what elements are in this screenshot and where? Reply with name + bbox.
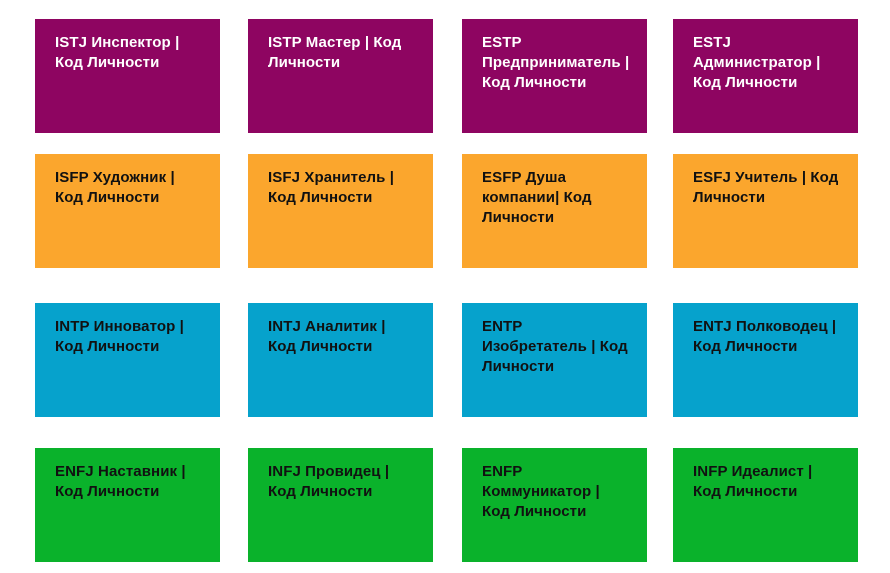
type-card-enfp[interactable]: ENFP Коммуникатор | Код Личности [462, 448, 647, 562]
type-card-label: ISTJ Инспектор | Код Личности [55, 34, 180, 71]
type-card-label: ENFP Коммуникатор | Код Личности [482, 463, 600, 520]
type-card-label: ESTP Предприниматель | Код Личности [482, 34, 630, 91]
type-card-estj[interactable]: ESTJ Администратор | Код Личности [673, 19, 858, 133]
type-card-label: ENFJ Наставник | Код Личности [55, 463, 186, 500]
type-card-label: INFP Идеалист | Код Личности [693, 463, 813, 500]
type-card-istp[interactable]: ISTP Мастер | Код Личности [248, 19, 433, 133]
type-card-intp[interactable]: INTP Инноватор | Код Личности [35, 303, 220, 417]
type-card-isfp[interactable]: ISFP Художник | Код Личности [35, 154, 220, 268]
type-card-label: INTJ Аналитик | Код Личности [268, 318, 386, 355]
type-card-label: ISTP Мастер | Код Личности [268, 34, 402, 71]
type-card-label: ESFJ Учитель | Код Личности [693, 169, 839, 206]
type-card-entj[interactable]: ENTJ Полководец | Код Личности [673, 303, 858, 417]
type-card-label: ENTJ Полководец | Код Личности [693, 318, 837, 355]
type-card-estp[interactable]: ESTP Предприниматель | Код Личности [462, 19, 647, 133]
type-card-label: INFJ Провидец | Код Личности [268, 463, 390, 500]
type-card-istj[interactable]: ISTJ Инспектор | Код Личности [35, 19, 220, 133]
type-card-entp[interactable]: ENTP Изобретатель | Код Личности [462, 303, 647, 417]
type-card-label: INTP Инноватор | Код Личности [55, 318, 184, 355]
type-card-esfp[interactable]: ESFP Душа компании| Код Личности [462, 154, 647, 268]
type-card-enfj[interactable]: ENFJ Наставник | Код Личности [35, 448, 220, 562]
type-card-infj[interactable]: INFJ Провидец | Код Личности [248, 448, 433, 562]
type-card-label: ISFJ Хранитель | Код Личности [268, 169, 395, 206]
type-card-label: ESTJ Администратор | Код Личности [693, 34, 821, 91]
type-card-isfj[interactable]: ISFJ Хранитель | Код Личности [248, 154, 433, 268]
type-card-label: ISFP Художник | Код Личности [55, 169, 175, 206]
type-card-infp[interactable]: INFP Идеалист | Код Личности [673, 448, 858, 562]
type-card-label: ESFP Душа компании| Код Личности [482, 169, 592, 226]
type-card-esfj[interactable]: ESFJ Учитель | Код Личности [673, 154, 858, 268]
type-card-label: ENTP Изобретатель | Код Личности [482, 318, 628, 375]
type-card-intj[interactable]: INTJ Аналитик | Код Личности [248, 303, 433, 417]
